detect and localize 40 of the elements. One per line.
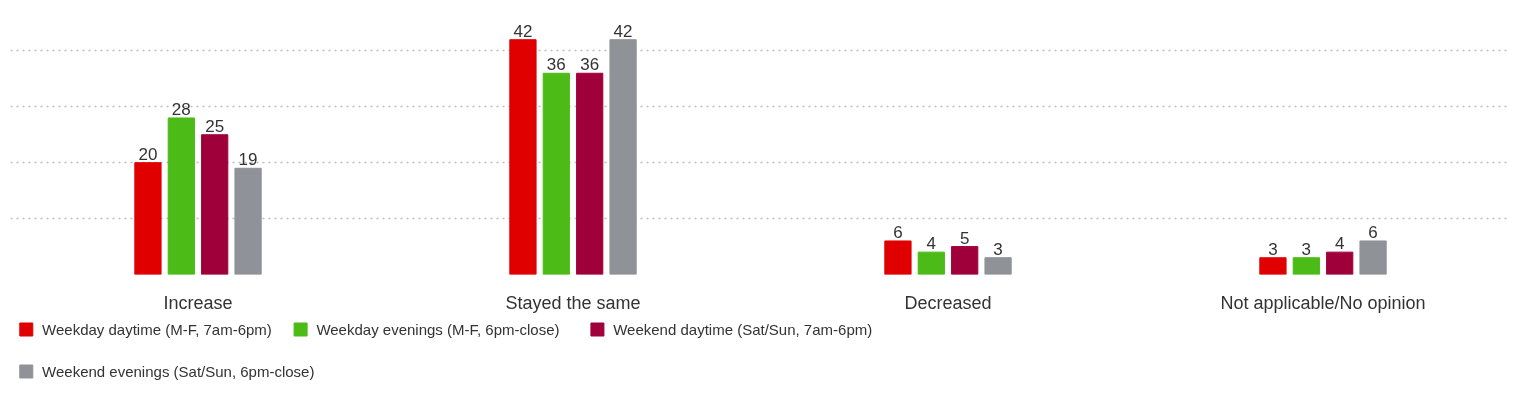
data-label: 19	[238, 150, 258, 170]
x-tick-label: Decreased	[904, 292, 992, 313]
bar	[201, 134, 229, 275]
legend-label: Weekend daytime (Sat/Sun, 7am-6pm)	[613, 321, 873, 338]
data-label: 42	[513, 21, 533, 41]
bar	[1326, 251, 1354, 275]
data-label: 3	[1268, 239, 1278, 259]
data-label: 5	[959, 228, 970, 248]
bar	[509, 39, 537, 275]
data-label: 25	[205, 116, 225, 136]
bar	[917, 251, 945, 275]
bar	[951, 246, 979, 275]
bar	[167, 117, 195, 275]
data-label: 3	[993, 239, 1003, 259]
x-tick-label: Increase	[163, 292, 233, 313]
data-label: 4	[926, 234, 937, 254]
data-label: 4	[1334, 234, 1345, 254]
data-label: 28	[171, 99, 191, 119]
bar	[542, 72, 570, 275]
bar	[984, 257, 1012, 275]
bar	[1359, 240, 1387, 275]
bar	[1259, 257, 1287, 275]
x-tick-label: Stayed the same	[505, 292, 641, 313]
data-label: 6	[893, 222, 903, 242]
data-label: 36	[546, 55, 566, 75]
legend-label: Weekend evenings (Sat/Sun, 6pm-close)	[42, 363, 315, 380]
bar	[576, 72, 604, 275]
legend-label: Weekday daytime (M-F, 7am-6pm)	[42, 321, 272, 338]
bar	[609, 39, 637, 275]
x-tick-label: Not applicable/No opinion	[1220, 292, 1426, 313]
bar	[134, 162, 162, 275]
data-label: 20	[138, 144, 158, 164]
data-label: 42	[613, 21, 633, 41]
data-label: 6	[1368, 222, 1378, 242]
bar	[884, 240, 912, 275]
data-label: 3	[1301, 239, 1312, 259]
bar	[1292, 257, 1320, 275]
data-label: 36	[580, 55, 600, 75]
bar	[234, 167, 262, 275]
legend-label: Weekday evenings (M-F, 6pm-close)	[316, 321, 560, 338]
